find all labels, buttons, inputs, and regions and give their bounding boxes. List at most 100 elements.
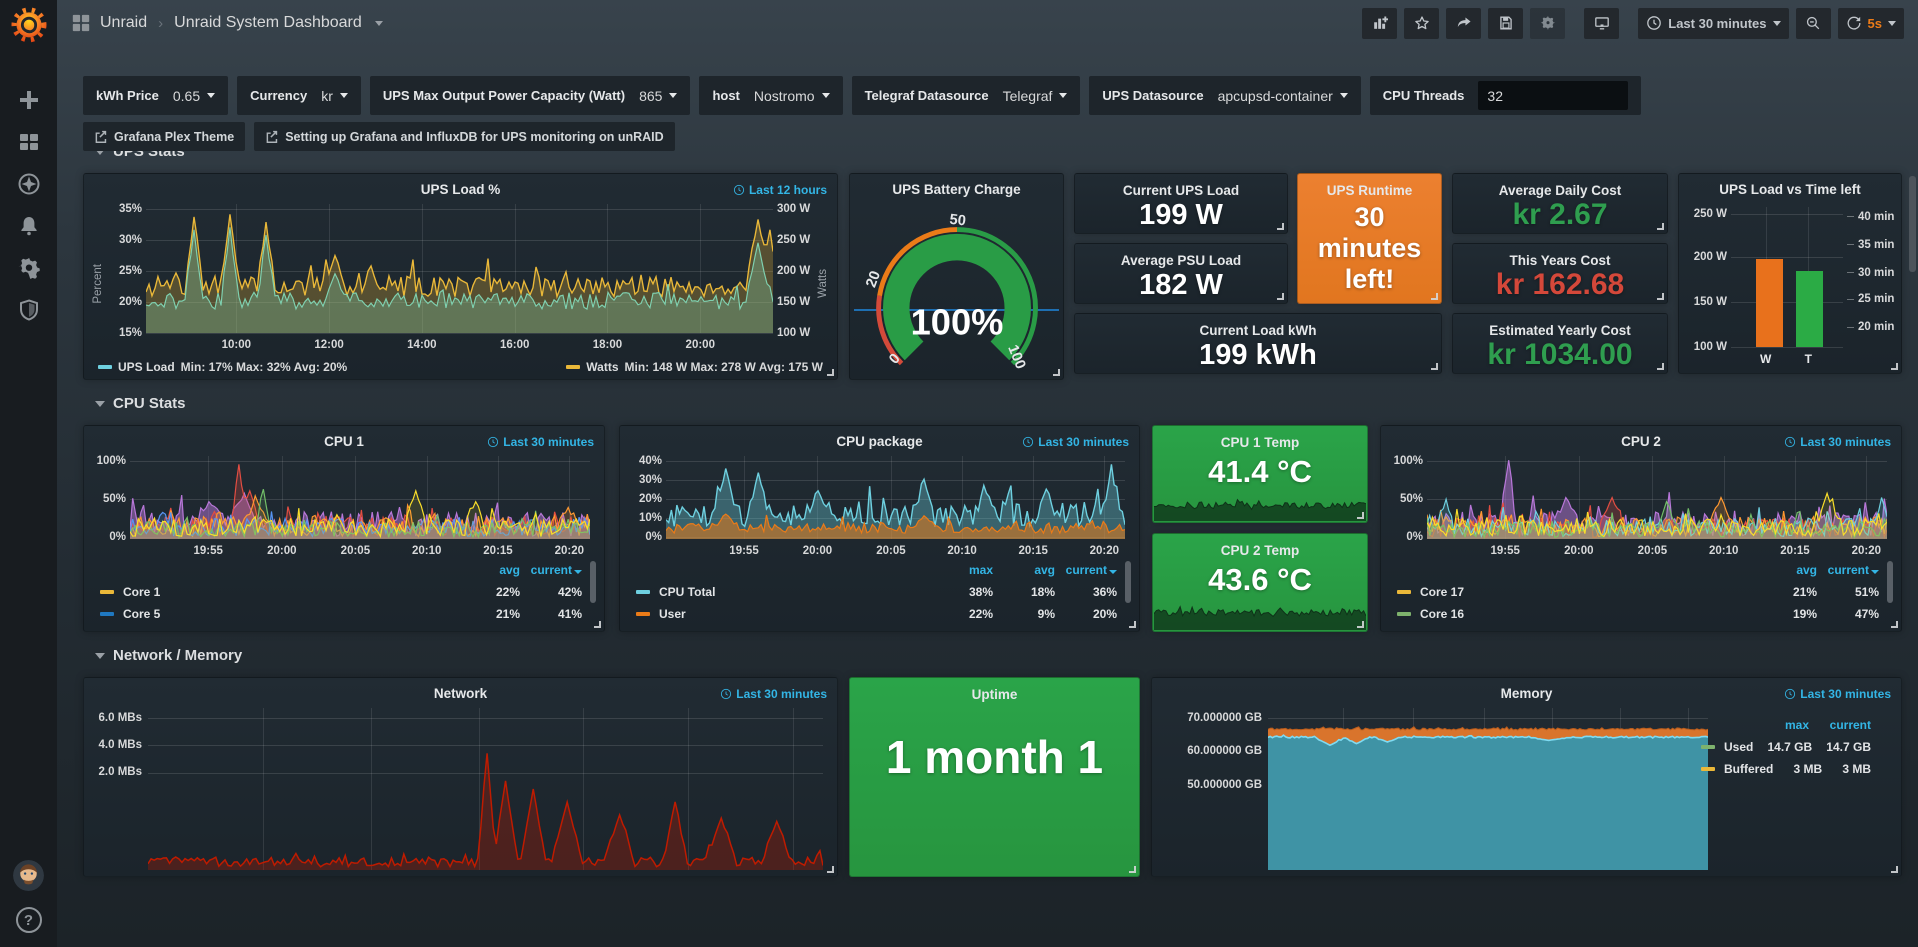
legend-series-core1[interactable]: Core 1 <box>100 585 160 599</box>
stat-title[interactable]: Estimated Yearly Cost <box>1459 323 1661 338</box>
time-range-picker[interactable]: Last 30 minutes <box>1638 8 1788 39</box>
legend-column-avg[interactable]: avg <box>1755 563 1817 577</box>
plot-area[interactable] <box>1268 708 1708 870</box>
scrollbar-thumb[interactable] <box>1909 176 1916 272</box>
panel-time-range-link[interactable]: Last 30 minutes <box>1784 687 1891 701</box>
bar-plot-area[interactable] <box>1731 207 1843 347</box>
panel-resize-handle[interactable] <box>1891 621 1898 628</box>
cycle-view-mode-button[interactable] <box>1584 8 1619 39</box>
legend-column-avg[interactable]: avg <box>993 563 1055 577</box>
panel-resize-handle[interactable] <box>1657 363 1664 370</box>
user-avatar[interactable] <box>13 860 44 891</box>
alerting-bell-icon[interactable] <box>17 214 41 238</box>
add-panel-button[interactable] <box>1362 8 1397 39</box>
plot-area[interactable] <box>148 708 823 870</box>
legend-series-ups-load[interactable]: UPS LoadMin: 17% Max: 32% Avg: 20% <box>98 360 347 374</box>
panel-title[interactable]: UPS Load vs Time left <box>1687 182 1893 197</box>
stat-title[interactable]: Current UPS Load <box>1081 183 1281 198</box>
link-ups-monitoring-guide[interactable]: Setting up Grafana and InfluxDB for UPS … <box>254 122 674 151</box>
panel-title[interactable]: Network <box>124 686 797 701</box>
panel-time-range-link[interactable]: Last 30 minutes <box>1784 435 1891 449</box>
panel-title[interactable]: UPS Load % <box>124 182 797 197</box>
stat-title[interactable]: UPS Runtime <box>1304 183 1435 198</box>
stat-title[interactable]: Uptime <box>856 687 1133 702</box>
legend-series-user[interactable]: User <box>636 607 686 621</box>
refresh-picker[interactable]: 5s <box>1838 8 1904 39</box>
legend-column-max[interactable]: max <box>931 563 993 577</box>
legend-series-core17[interactable]: Core 17 <box>1397 585 1464 599</box>
explore-compass-icon[interactable] <box>17 172 41 196</box>
panel-resize-handle[interactable] <box>1129 866 1136 873</box>
breadcrumb-dashboard-title[interactable]: Unraid System Dashboard <box>174 14 362 32</box>
legend-series-cpu-total[interactable]: CPU Total <box>636 585 715 599</box>
variable-currency[interactable]: Currency kr <box>237 76 361 115</box>
panel-resize-handle[interactable] <box>1657 223 1664 230</box>
plot-area[interactable] <box>1427 456 1887 539</box>
legend-series-watts[interactable]: WattsMin: 148 W Max: 278 W Avg: 175 W <box>566 360 823 374</box>
admin-shield-icon[interactable] <box>17 298 41 322</box>
plot-area[interactable] <box>130 456 590 539</box>
save-dashboard-button[interactable] <box>1488 8 1523 39</box>
dashboard-settings-button[interactable] <box>1530 8 1565 39</box>
stat-title[interactable]: Average PSU Load <box>1081 253 1281 268</box>
star-dashboard-button[interactable] <box>1404 8 1439 39</box>
legend-column-current[interactable]: current <box>1809 718 1871 732</box>
variable-telegraf-datasource[interactable]: Telegraf Datasource Telegraf <box>852 76 1081 115</box>
legend-column-avg[interactable]: avg <box>458 563 520 577</box>
legend-series-core5[interactable]: Core 5 <box>100 607 160 621</box>
legend-scrollbar[interactable] <box>1125 561 1131 603</box>
legend-scrollbar[interactable] <box>590 561 596 603</box>
grafana-logo-icon[interactable] <box>9 4 49 44</box>
variable-ups-datasource[interactable]: UPS Datasource apcupsd-container <box>1089 76 1360 115</box>
panel-resize-handle[interactable] <box>827 866 834 873</box>
variable-ups-max-output[interactable]: UPS Max Output Power Capacity (Watt) 865 <box>370 76 691 115</box>
panel-resize-handle[interactable] <box>1357 621 1364 628</box>
dashboard-grid-icon[interactable] <box>71 13 91 33</box>
panel-resize-handle[interactable] <box>1277 223 1284 230</box>
panel-resize-handle[interactable] <box>1431 293 1438 300</box>
panel-resize-handle[interactable] <box>1129 621 1136 628</box>
panel-time-range-link[interactable]: Last 30 minutes <box>487 435 594 449</box>
plot-area[interactable] <box>146 204 773 333</box>
dashboards-icon[interactable] <box>17 130 41 154</box>
zoom-out-time-button[interactable] <box>1796 8 1831 39</box>
share-dashboard-button[interactable] <box>1446 8 1481 39</box>
bar-time-left[interactable] <box>1796 271 1823 347</box>
panel-resize-handle[interactable] <box>1431 363 1438 370</box>
legend-series-used[interactable]: Used <box>1701 740 1753 754</box>
stat-title[interactable]: CPU 1 Temp <box>1159 435 1361 450</box>
stat-title[interactable]: CPU 2 Temp <box>1159 543 1361 558</box>
bar-watts[interactable] <box>1756 259 1783 347</box>
panel-resize-handle[interactable] <box>594 621 601 628</box>
panel-resize-handle[interactable] <box>1891 363 1898 370</box>
panel-resize-handle[interactable] <box>1053 369 1060 376</box>
help-icon[interactable]: ? <box>16 907 42 933</box>
create-plus-icon[interactable] <box>17 88 41 112</box>
page-scrollbar[interactable] <box>1909 0 1916 947</box>
legend-series-buffered[interactable]: Buffered <box>1701 762 1773 776</box>
plot-area[interactable] <box>666 456 1125 539</box>
legend-column-current[interactable]: current <box>520 563 582 577</box>
panel-resize-handle[interactable] <box>1657 293 1664 300</box>
stat-title[interactable]: This Years Cost <box>1459 253 1661 268</box>
legend-column-max[interactable]: max <box>1747 718 1809 732</box>
variable-host[interactable]: host Nostromo <box>699 76 842 115</box>
panel-resize-handle[interactable] <box>1357 512 1364 519</box>
variable-kwh-price[interactable]: kWh Price 0.65 <box>83 76 228 115</box>
legend-column-current[interactable]: current <box>1055 563 1117 577</box>
legend-series-core16[interactable]: Core 16 <box>1397 607 1464 621</box>
panel-time-range-link[interactable]: Last 12 hours <box>733 183 827 197</box>
panel-title[interactable]: UPS Battery Charge <box>860 182 1053 197</box>
breadcrumb-app[interactable]: Unraid <box>100 14 147 32</box>
panel-resize-handle[interactable] <box>1277 293 1284 300</box>
link-grafana-plex-theme[interactable]: Grafana Plex Theme <box>83 122 245 151</box>
panel-time-range-link[interactable]: Last 30 minutes <box>1022 435 1129 449</box>
panel-title[interactable]: Memory <box>1192 686 1861 701</box>
panel-resize-handle[interactable] <box>827 369 834 376</box>
chevron-down-icon[interactable] <box>375 21 383 26</box>
stat-title[interactable]: Current Load kWh <box>1081 323 1435 338</box>
legend-column-current[interactable]: current <box>1817 563 1879 577</box>
section-header-cpu-stats[interactable]: CPU Stats <box>95 395 186 412</box>
cpu-threads-input[interactable]: 32 <box>1478 81 1628 110</box>
battery-gauge[interactable]: 0 20 50 100 100% <box>859 210 1055 380</box>
